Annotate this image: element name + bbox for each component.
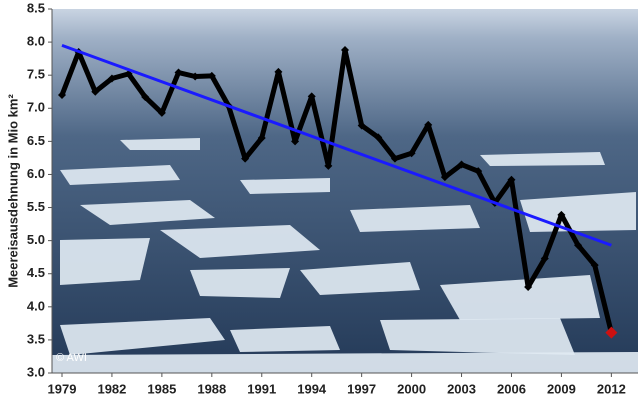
data-point (507, 175, 516, 184)
trend-line (61, 43, 612, 247)
y-axis-label: Meereisausdehnung in Mio km² (5, 94, 20, 288)
data-point (424, 120, 433, 129)
data-point (157, 108, 166, 117)
data-point (241, 154, 250, 163)
data-point (141, 93, 150, 102)
y-tick-label: 4.5 (27, 265, 45, 280)
x-tick-label: 2006 (497, 381, 526, 396)
data-point (357, 121, 366, 130)
data-point (374, 133, 383, 142)
y-tick-label: 8.0 (27, 34, 45, 49)
y-tick-label: 6.0 (27, 166, 45, 181)
x-tick-label: 2012 (597, 381, 626, 396)
y-tick-label: 6.5 (27, 133, 45, 148)
data-point (57, 91, 66, 100)
data-point (524, 282, 533, 291)
y-tick-label: 7.5 (27, 67, 45, 82)
data-point (457, 160, 466, 169)
x-tick-label: 1997 (347, 381, 376, 396)
x-tick-label: 1994 (297, 381, 327, 396)
y-tick-label: 8.5 (27, 0, 45, 15)
x-tick-label: 1979 (48, 381, 77, 396)
data-point (605, 326, 618, 339)
y-tick-label: 7.0 (27, 100, 45, 115)
y-tick-label: 5.5 (27, 199, 45, 214)
data-point (324, 161, 333, 170)
data-point (574, 241, 583, 250)
y-tick-label: 3.5 (27, 331, 45, 346)
x-tick-label: 1985 (147, 381, 176, 396)
data-point (540, 254, 549, 263)
data-point (474, 167, 483, 176)
data-point (91, 87, 100, 96)
data-point (107, 74, 116, 83)
data-point (440, 173, 449, 182)
data-line (59, 47, 614, 334)
data-point (390, 154, 399, 163)
data-point (274, 67, 283, 76)
y-tick-label: 5.0 (27, 232, 45, 247)
data-point (407, 149, 416, 158)
x-tick-label: 1991 (247, 381, 276, 396)
x-tick-label: 1982 (97, 381, 126, 396)
x-tick-label: 2009 (547, 381, 576, 396)
annotation: © AWI (56, 352, 87, 364)
data-point (191, 72, 200, 81)
x-tick-label: 2003 (447, 381, 476, 396)
data-point (557, 210, 566, 219)
x-tick-label: 2000 (397, 381, 426, 396)
data-point (207, 71, 216, 80)
y-tick-label: 3.0 (27, 364, 45, 379)
data-point (590, 261, 599, 270)
data-point (307, 92, 316, 101)
data-point (257, 134, 266, 143)
y-tick-label: 4.0 (27, 298, 45, 313)
data-point (341, 46, 349, 55)
data-point (174, 68, 183, 77)
x-tick-label: 1988 (197, 381, 226, 396)
background-photo (52, 9, 638, 373)
data-point (291, 137, 300, 146)
